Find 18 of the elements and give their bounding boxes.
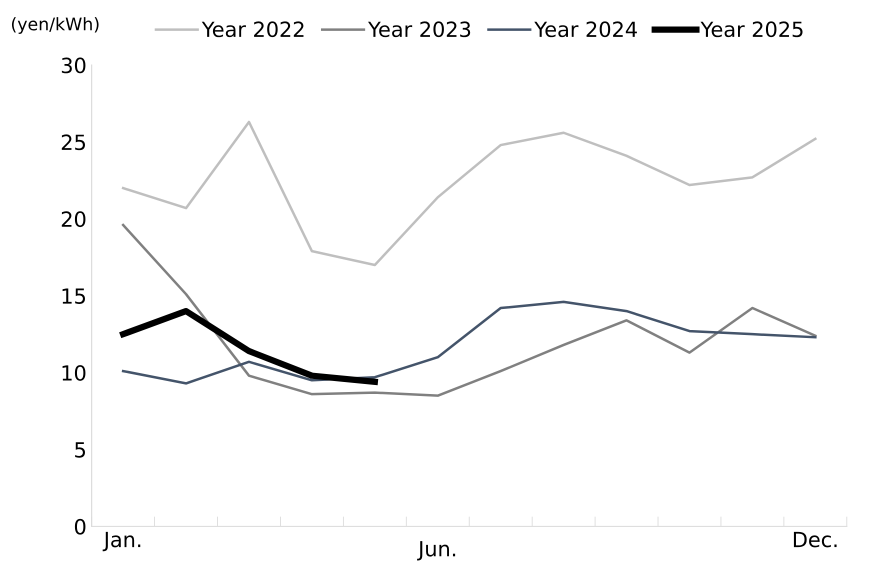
x-tick-label: Jan. — [102, 532, 140, 552]
y-tick-label: 5 — [75, 442, 85, 458]
x-tick-label: Dec. — [794, 532, 837, 548]
y-tick-label: 20 — [62, 211, 86, 228]
line-series — [122, 120, 817, 266]
legend-label: Year 2025 — [700, 21, 803, 38]
legend-label: Year 2023 — [368, 21, 470, 38]
y-tick-label: 15 — [62, 288, 85, 304]
line-series — [122, 224, 817, 397]
y-tick-label: 10 — [62, 365, 86, 381]
y-tick-label: 30 — [62, 58, 86, 74]
y-axis-title: (yen/kWh) — [12, 17, 99, 34]
legend-label: Year 2024 — [534, 21, 637, 38]
y-tick-label: 0 — [74, 518, 86, 535]
y-tick-label: 25 — [62, 134, 85, 150]
x-tick-label: Jun. — [417, 541, 456, 560]
line-series — [122, 300, 817, 385]
legend-label: Year 2022 — [202, 21, 304, 38]
